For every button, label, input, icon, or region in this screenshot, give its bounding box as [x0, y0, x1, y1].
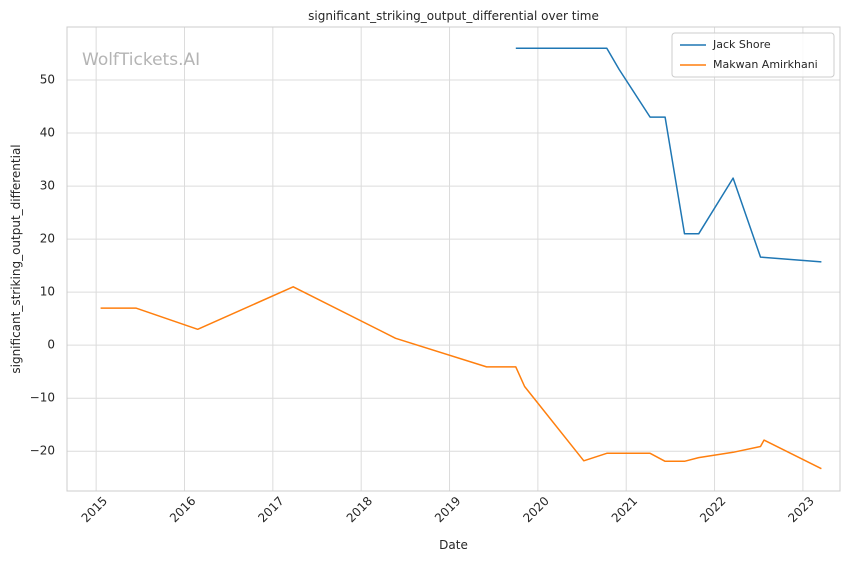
legend: Jack Shore Makwan Amirkhani — [671, 32, 835, 78]
series-line-jack-shore — [515, 47, 822, 263]
x-tick-label: 2023 — [785, 494, 816, 525]
x-axis: 2015 2016 2017 2018 2019 2020 2021 2022 2023 — [79, 494, 817, 525]
x-axis-title: Date — [439, 538, 468, 552]
y-tick-label: −10 — [30, 391, 55, 405]
x-tick-label: 2020 — [520, 494, 551, 525]
x-tick-label: 2016 — [167, 494, 198, 525]
y-tick-label: 10 — [40, 285, 55, 299]
y-tick-label: 50 — [40, 73, 55, 87]
x-tick-label: 2018 — [344, 494, 375, 525]
grid — [67, 27, 840, 491]
legend-label: Makwan Amirkhani — [713, 58, 818, 71]
y-tick-label: 0 — [47, 338, 55, 352]
x-tick-label: 2022 — [697, 494, 728, 525]
chart-title: significant_striking_output_differential… — [308, 9, 599, 23]
watermark: WolfTickets.AI — [82, 50, 200, 70]
y-tick-label: 20 — [40, 232, 55, 246]
series-lines — [100, 47, 822, 470]
y-axis: −20 −10 0 10 20 30 40 50 — [30, 73, 55, 458]
legend-box — [671, 32, 835, 78]
y-axis-title: significant_striking_output_differential — [9, 144, 23, 373]
series-line-makwan-amirkhani — [100, 286, 822, 470]
x-tick-label: 2019 — [432, 494, 463, 525]
legend-label: Jack Shore — [712, 38, 771, 51]
y-tick-label: −20 — [30, 444, 55, 458]
plot-frame — [66, 26, 841, 492]
x-tick-label: 2017 — [255, 494, 286, 525]
x-tick-label: 2021 — [609, 494, 640, 525]
x-tick-label: 2015 — [79, 494, 110, 525]
y-tick-label: 40 — [40, 126, 55, 140]
y-tick-label: 30 — [40, 179, 55, 193]
